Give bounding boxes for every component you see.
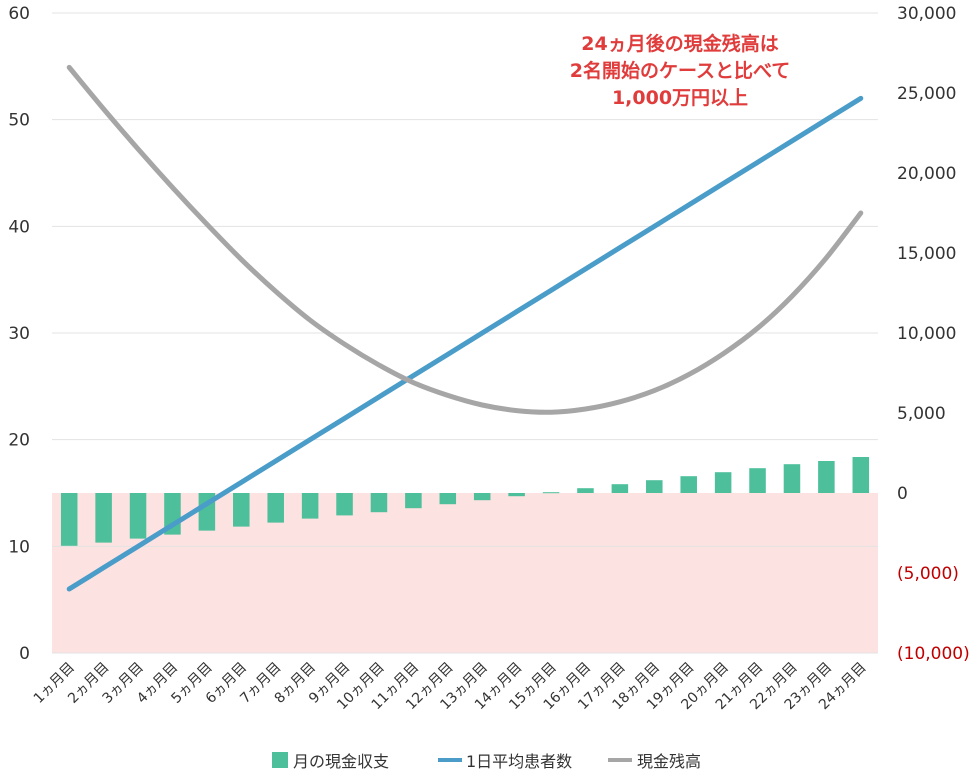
bar-cashflow-22 [783, 464, 801, 493]
bar-cashflow-17 [611, 484, 629, 493]
legend-item-patients: 1日平均患者数 [438, 752, 572, 771]
bar-cashflow-16 [577, 488, 594, 493]
line-avg-patients [66, 95, 864, 592]
annotation-line-3: 1,000万円以上 [612, 87, 748, 109]
legend: 月の現金収支 1日平均患者数 現金残高 [272, 752, 701, 771]
bar-cashflow-23 [818, 461, 835, 493]
negative-region [52, 493, 878, 653]
right-tick-label: 15,000 [897, 244, 956, 264]
bar-cashflow-20 [714, 472, 732, 493]
bar-cashflow-12 [439, 493, 457, 505]
bar-cashflow-19 [680, 476, 697, 493]
bar-cashflow-11 [405, 493, 422, 509]
annotation-line-1: 24ヵ月後の現金残高は [581, 32, 778, 55]
bar-cashflow-1 [60, 493, 78, 546]
bar-cashflow-14 [508, 493, 525, 497]
bar-cashflow-9 [336, 493, 353, 516]
left-tick-label: 20 [8, 431, 30, 451]
right-tick-label: (5,000) [897, 564, 959, 584]
bar-cashflow-10 [370, 493, 388, 513]
bar-cashflow-21 [749, 468, 766, 493]
bar-cashflow-7 [267, 493, 284, 523]
bar-cashflow-24 [852, 457, 870, 493]
right-axis: (10,000) (5,000) 0 5,000 10,000 15,000 20,000 2… [897, 4, 970, 664]
left-tick-label: 60 [8, 4, 30, 24]
bar-cashflow-2 [95, 493, 112, 543]
right-tick-label: 10,000 [897, 324, 956, 344]
bar-cashflow-13 [473, 493, 491, 501]
legend-label-patients: 1日平均患者数 [466, 752, 572, 771]
gridlines [52, 12, 878, 654]
right-tick-label: 5,000 [897, 404, 946, 424]
legend-swatch-cashflow [272, 752, 288, 768]
left-axis: 0 10 20 30 40 50 60 [8, 4, 30, 664]
right-tick-label: 25,000 [897, 84, 956, 104]
bar-cashflow-3 [129, 493, 147, 539]
left-tick-label: 30 [8, 324, 30, 344]
line-series-layer [66, 64, 864, 592]
left-tick-label: 40 [8, 217, 30, 237]
right-tick-label: 0 [897, 484, 908, 504]
negative-region-layer [52, 493, 878, 653]
annotation: 24ヵ月後の現金残高は 2名開始のケースと比べて 1,000万円以上 [570, 32, 791, 109]
legend-label-balance: 現金残高 [637, 752, 701, 771]
left-tick-label: 10 [8, 537, 30, 557]
left-tick-label: 50 [8, 111, 30, 131]
bar-cashflow-8 [301, 493, 319, 519]
right-tick-label: 30,000 [897, 4, 956, 24]
legend-item-cashflow: 月の現金収支 [272, 752, 389, 771]
right-tick-label: (10,000) [897, 644, 970, 664]
bar-cashflow-6 [233, 493, 250, 527]
x-axis: 1ヵ月目2ヵ月目3ヵ月目4ヵ月目5ヵ月目6ヵ月目7ヵ月目8ヵ月目9ヵ月目10ヵ月… [31, 660, 870, 714]
line-cash-balance [66, 64, 864, 415]
right-tick-label: 20,000 [897, 164, 956, 184]
annotation-line-2: 2名開始のケースと比べて [570, 59, 791, 82]
left-tick-label: 0 [19, 644, 30, 664]
legend-label-cashflow: 月の現金収支 [293, 752, 389, 771]
legend-item-balance: 現金残高 [608, 752, 701, 771]
bar-cashflow-18 [646, 480, 663, 493]
bar-cashflow-15 [542, 492, 560, 494]
